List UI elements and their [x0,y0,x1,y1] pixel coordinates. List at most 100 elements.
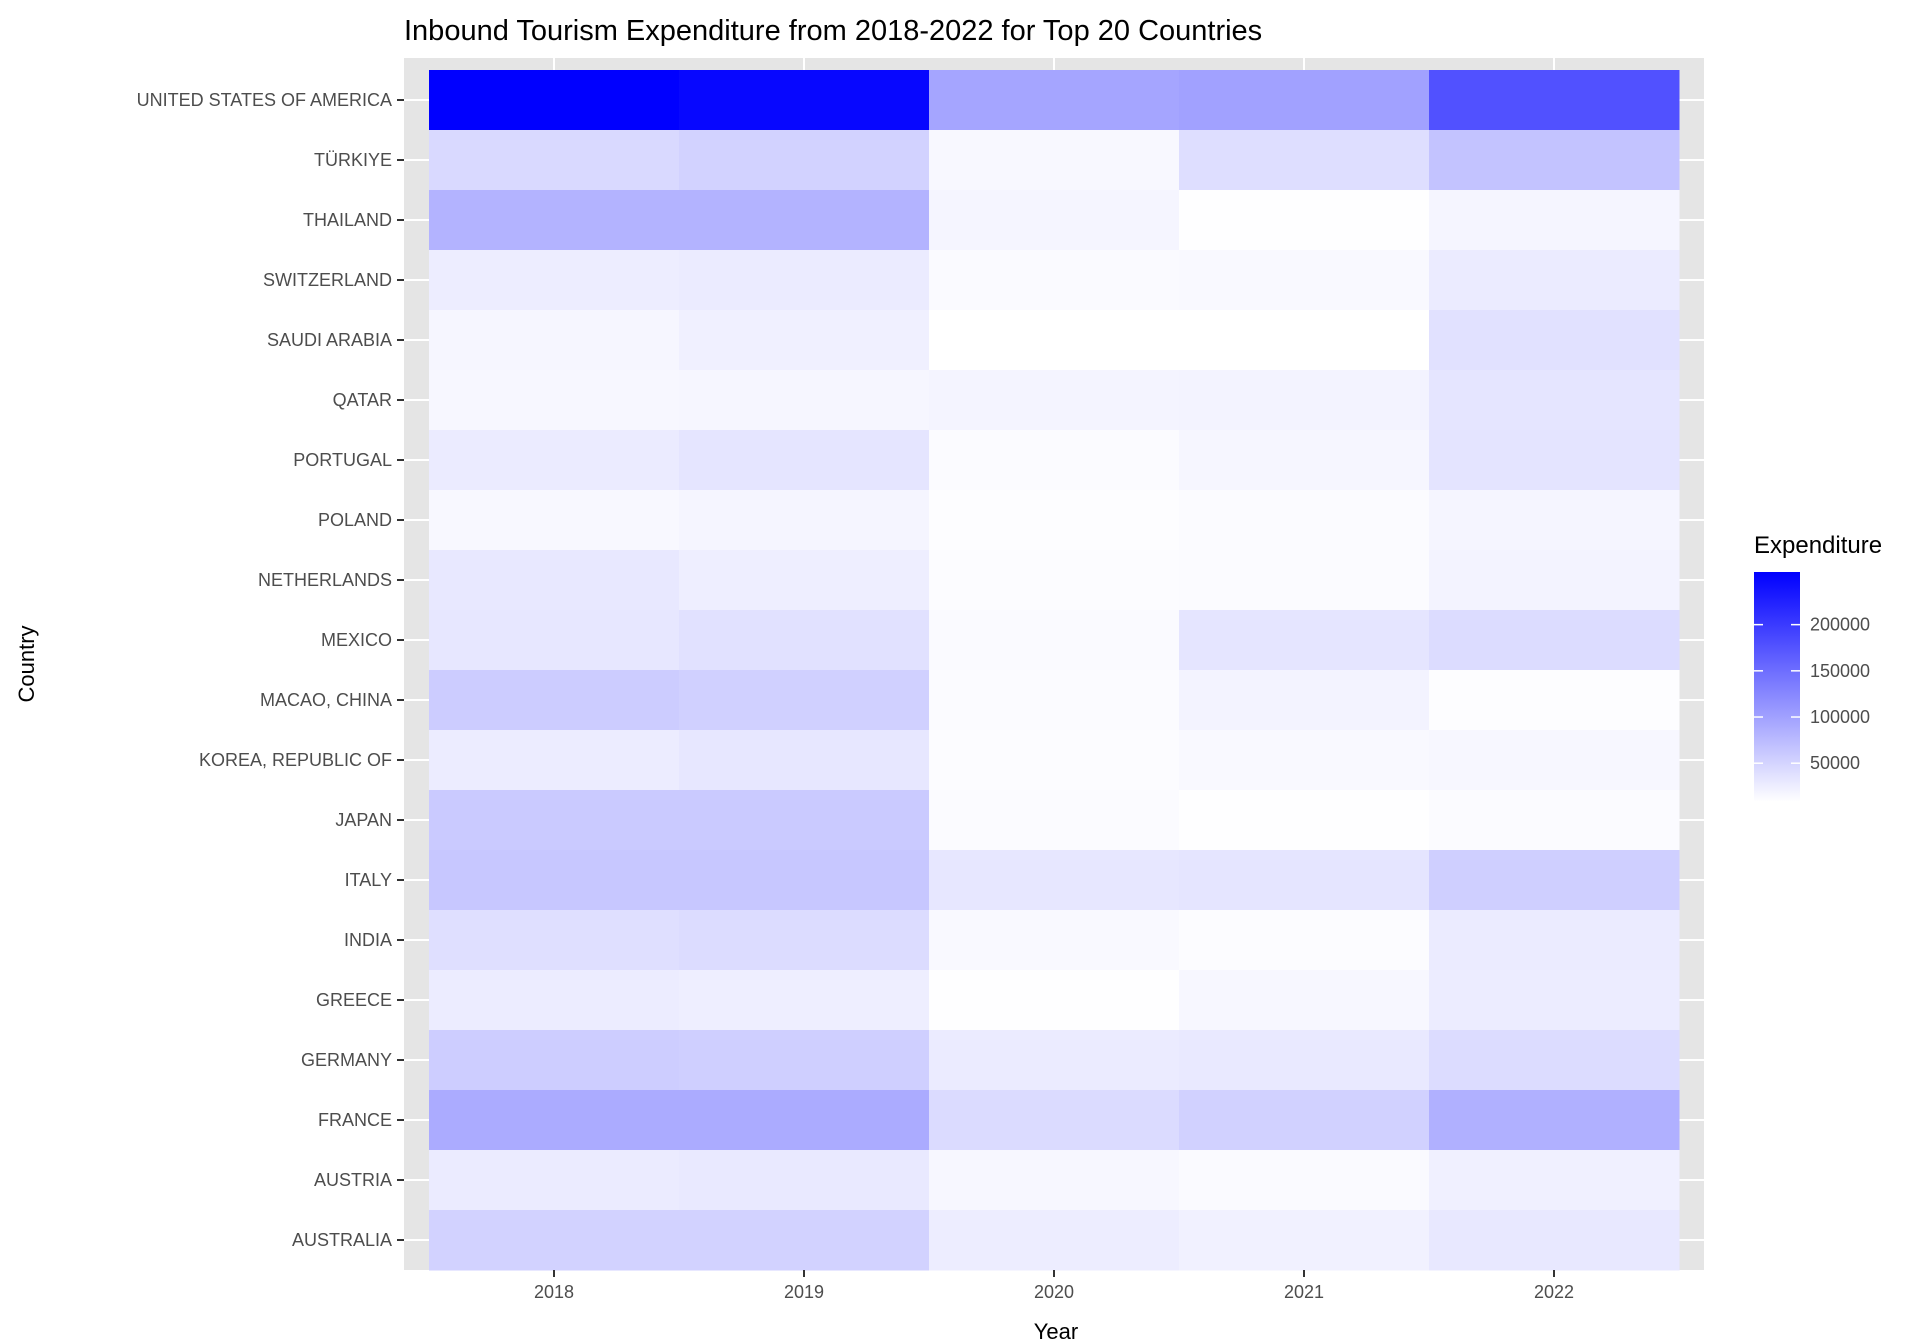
heatmap-cell [679,910,930,971]
heatmap-cell [929,490,1180,551]
heatmap-cell [1429,910,1680,971]
y-tick-label: GREECE [316,990,392,1010]
heatmap-cell [1179,1090,1430,1151]
y-tick-label: THAILAND [303,210,392,230]
x-tick-label: 2020 [1034,1282,1074,1302]
heatmap-cell [1179,250,1430,311]
heatmap-cell [1179,1030,1430,1091]
heatmap-cell [929,430,1180,491]
heatmap-cell [1429,130,1680,191]
heatmap-cell [1179,850,1430,911]
y-tick-label: MACAO, CHINA [260,690,392,710]
y-tick-label: NETHERLANDS [258,570,392,590]
chart-title: Inbound Tourism Expenditure from 2018-20… [404,15,1262,47]
heatmap-cell [679,70,930,131]
heatmap-cell [1429,790,1680,851]
heatmap-cell [679,130,930,191]
heatmap-cell [929,790,1180,851]
heatmap-cell [429,310,680,371]
heatmap-cell [1429,1150,1680,1211]
heatmap-cell [929,730,1180,791]
heatmap-cell [929,970,1180,1031]
heatmap-cell [1429,70,1680,131]
x-tick-label: 2021 [1284,1282,1324,1302]
y-tick-label: GERMANY [301,1050,392,1070]
heatmap-cell [679,730,930,791]
heatmap-cell [429,1150,680,1211]
heatmap-cell [429,1030,680,1091]
y-tick-label: QATAR [333,390,392,410]
heatmap-cell [679,610,930,671]
heatmap-cell [429,190,680,251]
heatmap-cell [429,910,680,971]
heatmap-cell [1179,610,1430,671]
heatmap-cell [1429,310,1680,371]
y-tick-label: ITALY [345,870,392,890]
legend-tick-label: 200000 [1810,615,1870,635]
heatmap-cell [679,370,930,431]
x-tick-label: 2022 [1534,1282,1574,1302]
heatmap-cell [679,1030,930,1091]
heatmap-cell [929,1030,1180,1091]
y-tick-label: SAUDI ARABIA [267,330,392,350]
heatmap-cell [1179,550,1430,611]
heatmap-cell [679,670,930,731]
y-tick-label: INDIA [344,930,392,950]
heatmap-cell [929,670,1180,731]
heatmap-cell [929,190,1180,251]
heatmap-cell [1179,70,1430,131]
heatmap-cell [1429,610,1680,671]
heatmap-cell [929,850,1180,911]
heatmap-cell [679,1150,930,1211]
heatmap-cell [929,910,1180,971]
x-axis: 2018 2019 2020 2021 2022 [534,1270,1574,1302]
heatmap-cell [679,970,930,1031]
legend-ticks: 50000 100000 150000 200000 [1754,615,1870,773]
heatmap-cell [1179,1210,1430,1271]
heatmap-cell [1429,430,1680,491]
heatmap-cell [1429,1210,1680,1271]
heatmap-cell [679,490,930,551]
heatmap-cell [429,250,680,311]
heatmap-cell [679,1090,930,1151]
heatmap-cell [1429,370,1680,431]
y-axis-title: Country [14,625,39,702]
heatmap-cell [1429,250,1680,311]
heatmap-cell [1179,730,1430,791]
heatmap-cell [1179,430,1430,491]
y-tick-label: POLAND [318,510,392,530]
heatmap-cell [929,250,1180,311]
heatmap-cell [679,250,930,311]
heatmap-cell [429,490,680,551]
y-tick-label: AUSTRALIA [292,1230,392,1250]
heatmap-cell [1179,490,1430,551]
heatmap-cell [679,850,930,911]
y-tick-label: TÜRKIYE [314,150,392,170]
heatmap-cell [429,1210,680,1271]
heatmap-cell [1179,1150,1430,1211]
heatmap-cell [929,370,1180,431]
heatmap-cell [679,190,930,251]
heatmap-cell [1179,190,1430,251]
heatmap-cell [1429,670,1680,731]
heatmap-cell [929,1090,1180,1151]
heatmap-cell [1429,190,1680,251]
heatmap-cell [429,370,680,431]
y-tick-label: MEXICO [321,630,392,650]
y-tick-label: FRANCE [318,1110,392,1130]
heatmap-cells [429,70,1680,1271]
y-tick-label: SWITZERLAND [263,270,392,290]
heatmap-cell [929,130,1180,191]
heatmap-cell [429,730,680,791]
heatmap-cell [929,70,1180,131]
heatmap-cell [1179,970,1430,1031]
heatmap-cell [429,790,680,851]
heatmap-cell [1179,130,1430,191]
y-tick-label: UNITED STATES OF AMERICA [137,90,392,110]
y-axis: UNITED STATES OF AMERICA TÜRKIYE THAILAND S… [137,90,404,1250]
heatmap-cell [929,1210,1180,1271]
heatmap-cell [679,790,930,851]
heatmap-cell [1429,970,1680,1031]
heatmap-cell [929,1150,1180,1211]
